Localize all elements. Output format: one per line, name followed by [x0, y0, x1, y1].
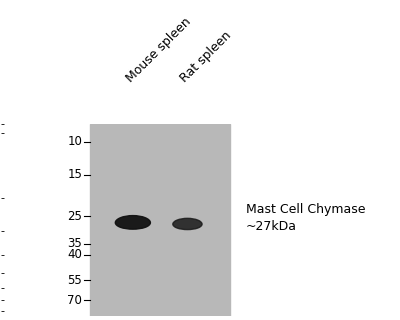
Text: Mouse spleen: Mouse spleen — [124, 15, 194, 85]
Text: 15: 15 — [67, 168, 82, 181]
Text: Mast Cell Chymase
~27kDa: Mast Cell Chymase ~27kDa — [246, 203, 366, 233]
Ellipse shape — [173, 218, 202, 229]
Text: 10: 10 — [67, 135, 82, 148]
Text: 25: 25 — [67, 210, 82, 223]
Text: 55: 55 — [68, 274, 82, 287]
Text: Rat spleen: Rat spleen — [178, 29, 234, 85]
Bar — [90, 124, 230, 316]
Text: 70: 70 — [67, 293, 82, 307]
Text: 35: 35 — [68, 237, 82, 250]
Text: 40: 40 — [67, 248, 82, 261]
Ellipse shape — [115, 216, 150, 229]
